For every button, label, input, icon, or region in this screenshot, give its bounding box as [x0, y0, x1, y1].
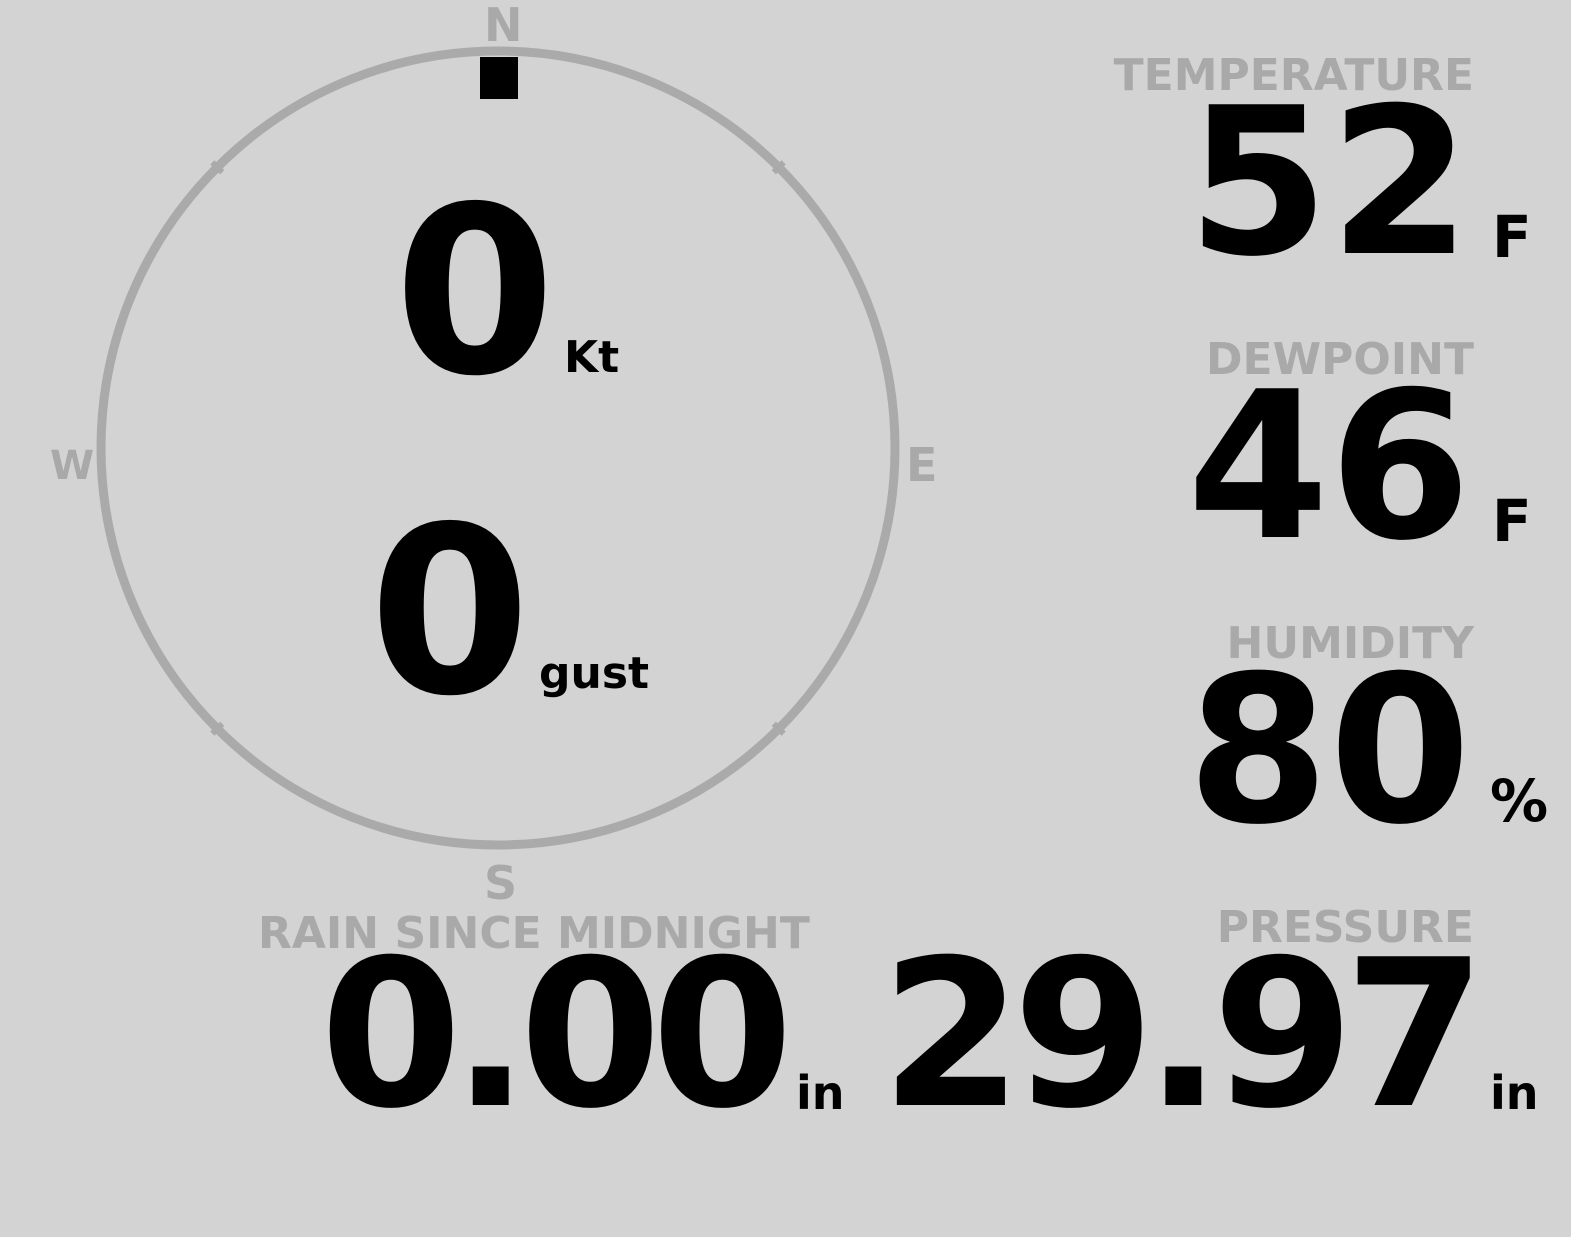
- dewpoint-unit: F: [1492, 487, 1532, 555]
- compass-east-label: E: [906, 438, 938, 492]
- compass-west-label: W: [50, 443, 95, 489]
- pressure-value: 29.97: [880, 917, 1486, 1154]
- dewpoint-label: DEWPOINT: [1206, 334, 1474, 385]
- compass-tick: [771, 160, 786, 175]
- compass-ring: [96, 46, 900, 850]
- wind-speed-value: 0: [394, 157, 556, 427]
- compass-south-label: S: [484, 856, 518, 910]
- dewpoint-value: 46: [1187, 349, 1471, 586]
- rain-label: RAIN SINCE MIDNIGHT: [258, 908, 810, 959]
- temperature-value: 52: [1187, 65, 1471, 302]
- compass-tick: [771, 721, 786, 736]
- pressure-unit: in: [1490, 1066, 1539, 1120]
- humidity-label: HUMIDITY: [1226, 618, 1474, 669]
- humidity-value: 80: [1187, 633, 1471, 870]
- temperature-label: TEMPERATURE: [1113, 50, 1474, 101]
- wind-direction-marker: [480, 57, 518, 99]
- humidity-unit: %: [1490, 767, 1549, 835]
- wind-gust-unit: gust: [539, 648, 650, 699]
- rain-unit: in: [796, 1066, 845, 1120]
- compass-north-label: N: [484, 0, 523, 52]
- compass-tick: [210, 721, 225, 736]
- rain-value: 0.00: [320, 917, 793, 1154]
- wind-gust-value: 0: [369, 477, 531, 747]
- temperature-unit: F: [1492, 203, 1532, 271]
- compass-tick: [210, 160, 225, 175]
- wind-speed-unit: Kt: [564, 332, 620, 383]
- pressure-label: PRESSURE: [1216, 902, 1474, 953]
